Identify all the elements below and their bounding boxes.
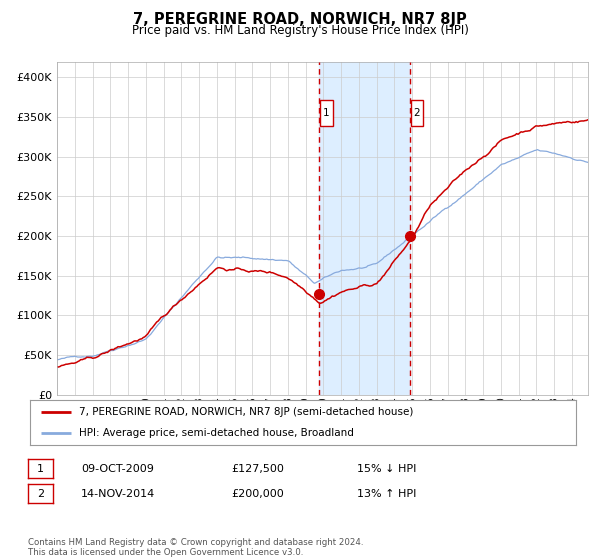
- Text: 1: 1: [37, 464, 44, 474]
- Text: 7, PEREGRINE ROAD, NORWICH, NR7 8JP: 7, PEREGRINE ROAD, NORWICH, NR7 8JP: [133, 12, 467, 27]
- Text: 2: 2: [413, 108, 420, 118]
- FancyBboxPatch shape: [320, 100, 332, 126]
- Text: Price paid vs. HM Land Registry's House Price Index (HPI): Price paid vs. HM Land Registry's House …: [131, 24, 469, 37]
- Text: 1: 1: [323, 108, 330, 118]
- Text: 13% ↑ HPI: 13% ↑ HPI: [357, 489, 416, 499]
- Text: Contains HM Land Registry data © Crown copyright and database right 2024.
This d: Contains HM Land Registry data © Crown c…: [28, 538, 364, 557]
- Text: 14-NOV-2014: 14-NOV-2014: [81, 489, 155, 499]
- FancyBboxPatch shape: [411, 100, 423, 126]
- Text: 7, PEREGRINE ROAD, NORWICH, NR7 8JP (semi-detached house): 7, PEREGRINE ROAD, NORWICH, NR7 8JP (sem…: [79, 408, 413, 418]
- Text: 2: 2: [37, 489, 44, 499]
- Bar: [319, 62, 410, 395]
- Text: HPI: Average price, semi-detached house, Broadland: HPI: Average price, semi-detached house,…: [79, 428, 354, 438]
- Text: 15% ↓ HPI: 15% ↓ HPI: [357, 464, 416, 474]
- Text: £127,500: £127,500: [231, 464, 284, 474]
- Text: 09-OCT-2009: 09-OCT-2009: [81, 464, 154, 474]
- Text: £200,000: £200,000: [231, 489, 284, 499]
